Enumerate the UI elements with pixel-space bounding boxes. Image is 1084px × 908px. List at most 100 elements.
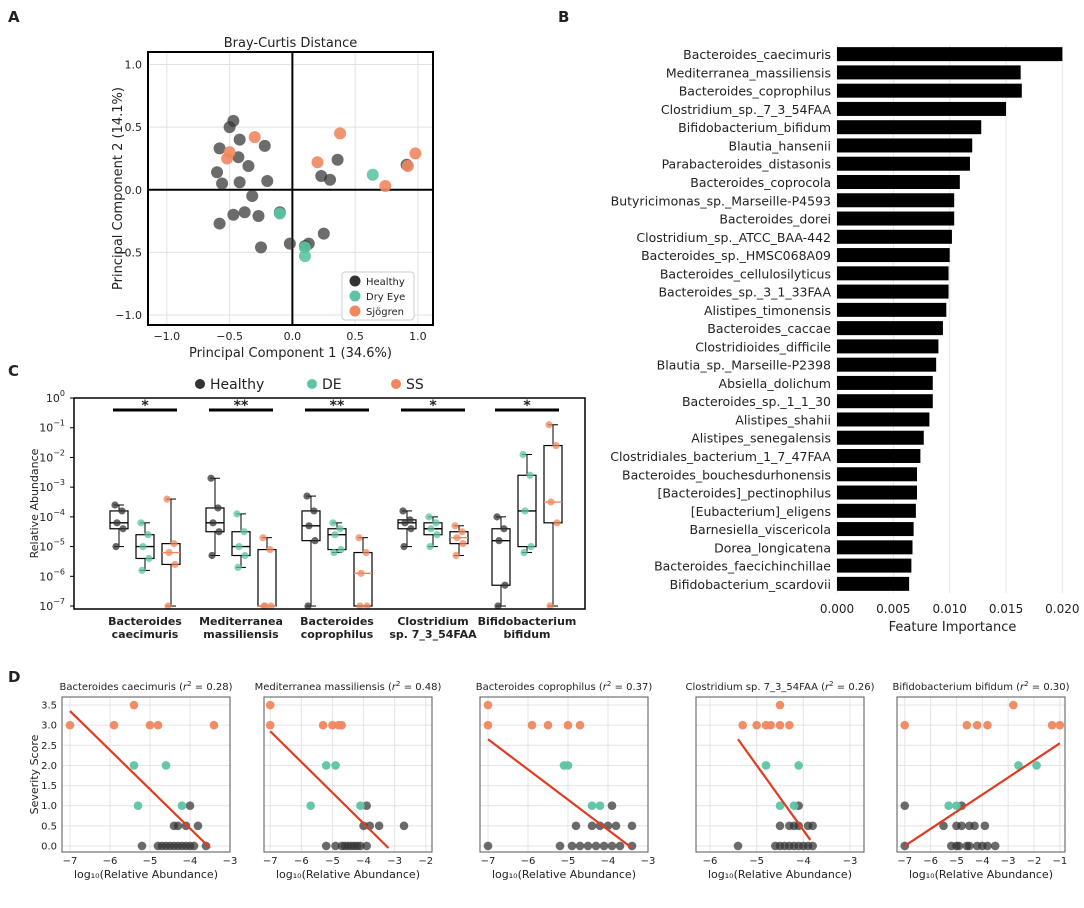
data-point (331, 761, 340, 770)
y-tick-label: 0.5 (125, 121, 143, 134)
tick-base: 10 (39, 422, 53, 435)
legend-label: Healthy (366, 277, 405, 288)
species-name: Bacteroides coprophilus ( (476, 682, 603, 693)
x-tick-label: 0.015 (989, 602, 1023, 616)
box-point (426, 542, 434, 551)
data-point (775, 801, 785, 811)
y-tick-label: 10−2 (39, 448, 65, 464)
data-point (543, 720, 553, 730)
significance-stars: * (429, 398, 437, 414)
data-point (808, 841, 817, 851)
box-point (112, 542, 120, 551)
bar (837, 394, 933, 409)
box-point (336, 525, 344, 533)
category-label: Bacteroides_dorei (719, 212, 831, 227)
box-point (357, 569, 365, 577)
box-point (267, 602, 275, 610)
data-point (752, 720, 761, 730)
box-point (171, 560, 179, 569)
panel-b: 0.000 0.005 0.010 0.015 0.020 Bacteroides_cae… (610, 45, 1080, 635)
x-tick-label: −4 (183, 856, 198, 867)
bar (837, 284, 949, 299)
data-point (808, 821, 817, 831)
box-point (501, 581, 509, 589)
legend-marker (307, 379, 317, 389)
data-point (483, 700, 493, 710)
data-point (129, 700, 139, 710)
data-point (563, 761, 573, 770)
data-point (265, 720, 275, 730)
legend-label: Sjögren (366, 307, 404, 318)
data-point (962, 720, 972, 730)
box-point (215, 528, 223, 536)
box-point (494, 602, 502, 610)
data-point (317, 227, 330, 240)
tick-exponent: −3 (53, 478, 65, 487)
data-point (109, 720, 119, 730)
x-category-label-line1: Bacteroides (300, 615, 374, 628)
box-point (459, 540, 467, 548)
x-category-label-line2: coprophilus (301, 628, 374, 641)
data-point (775, 720, 785, 730)
bar (837, 248, 950, 263)
x-tick-label: −3 (223, 856, 238, 867)
data-point (789, 801, 799, 811)
x-tick-label: −2 (418, 856, 433, 867)
panel-label: C (8, 362, 19, 380)
y-tick-label: 10−6 (39, 567, 65, 583)
data-point (615, 841, 625, 851)
category-label: [Bacteroides]_pectinophilus (657, 486, 831, 501)
bar (837, 175, 960, 189)
species-name: Bacteroides caecimuris ( (59, 682, 183, 693)
box-point (240, 528, 248, 536)
data-point (201, 841, 211, 851)
r2-value: = 0.37) (611, 682, 652, 693)
box-point (458, 528, 466, 536)
data-point (213, 217, 226, 230)
data-point (311, 156, 324, 169)
x-category-label-line1: Mediterranea (199, 615, 283, 628)
tick-exponent: −2 (53, 448, 65, 457)
x-tick-label: −3 (641, 856, 656, 867)
box-point (399, 507, 407, 515)
y-tick-label: 10−1 (39, 419, 65, 435)
data-point (133, 801, 143, 811)
x-tick-label: −4 (356, 856, 371, 867)
tick-base: 10 (39, 600, 53, 613)
data-point (265, 700, 275, 710)
x-axis-label: log₁₀(Relative Abundance) (909, 868, 1053, 881)
data-point (399, 821, 409, 831)
box-point (119, 525, 127, 533)
legend-marker (349, 275, 361, 287)
x-axis-label: log₁₀(Relative Abundance) (492, 868, 636, 881)
box-point (144, 531, 152, 539)
box-point (493, 513, 501, 521)
data-point (334, 127, 347, 140)
data-point (306, 801, 315, 811)
box-point (553, 519, 561, 527)
box-point (163, 495, 171, 503)
bar (837, 375, 933, 390)
category-label: Alistipes_timonensis (704, 303, 831, 318)
box-point (433, 531, 441, 539)
data-point (185, 801, 195, 811)
y-tick-label: 1.0 (125, 59, 143, 72)
severity-subplot: −7 −6 −5 −4 −3 Bacteroides coprophilus (r2 = … (476, 680, 656, 881)
r2-symbol: r (603, 682, 608, 693)
regression-line (904, 742, 1061, 847)
data-point (939, 821, 948, 831)
data-point (401, 159, 414, 172)
data-point (65, 720, 75, 730)
data-point (273, 207, 286, 220)
box-point (164, 602, 172, 610)
y-axis-label: Principal Component 2 (14.1%) (111, 87, 126, 290)
data-point (145, 720, 155, 730)
bar (837, 83, 1022, 98)
r2-symbol: r (825, 682, 830, 693)
bar (837, 467, 918, 482)
data-point (238, 206, 251, 219)
bar (837, 503, 916, 518)
significance-stars: ** (234, 398, 249, 414)
x-tick-label: −6 (703, 856, 718, 867)
box-point (519, 450, 527, 459)
